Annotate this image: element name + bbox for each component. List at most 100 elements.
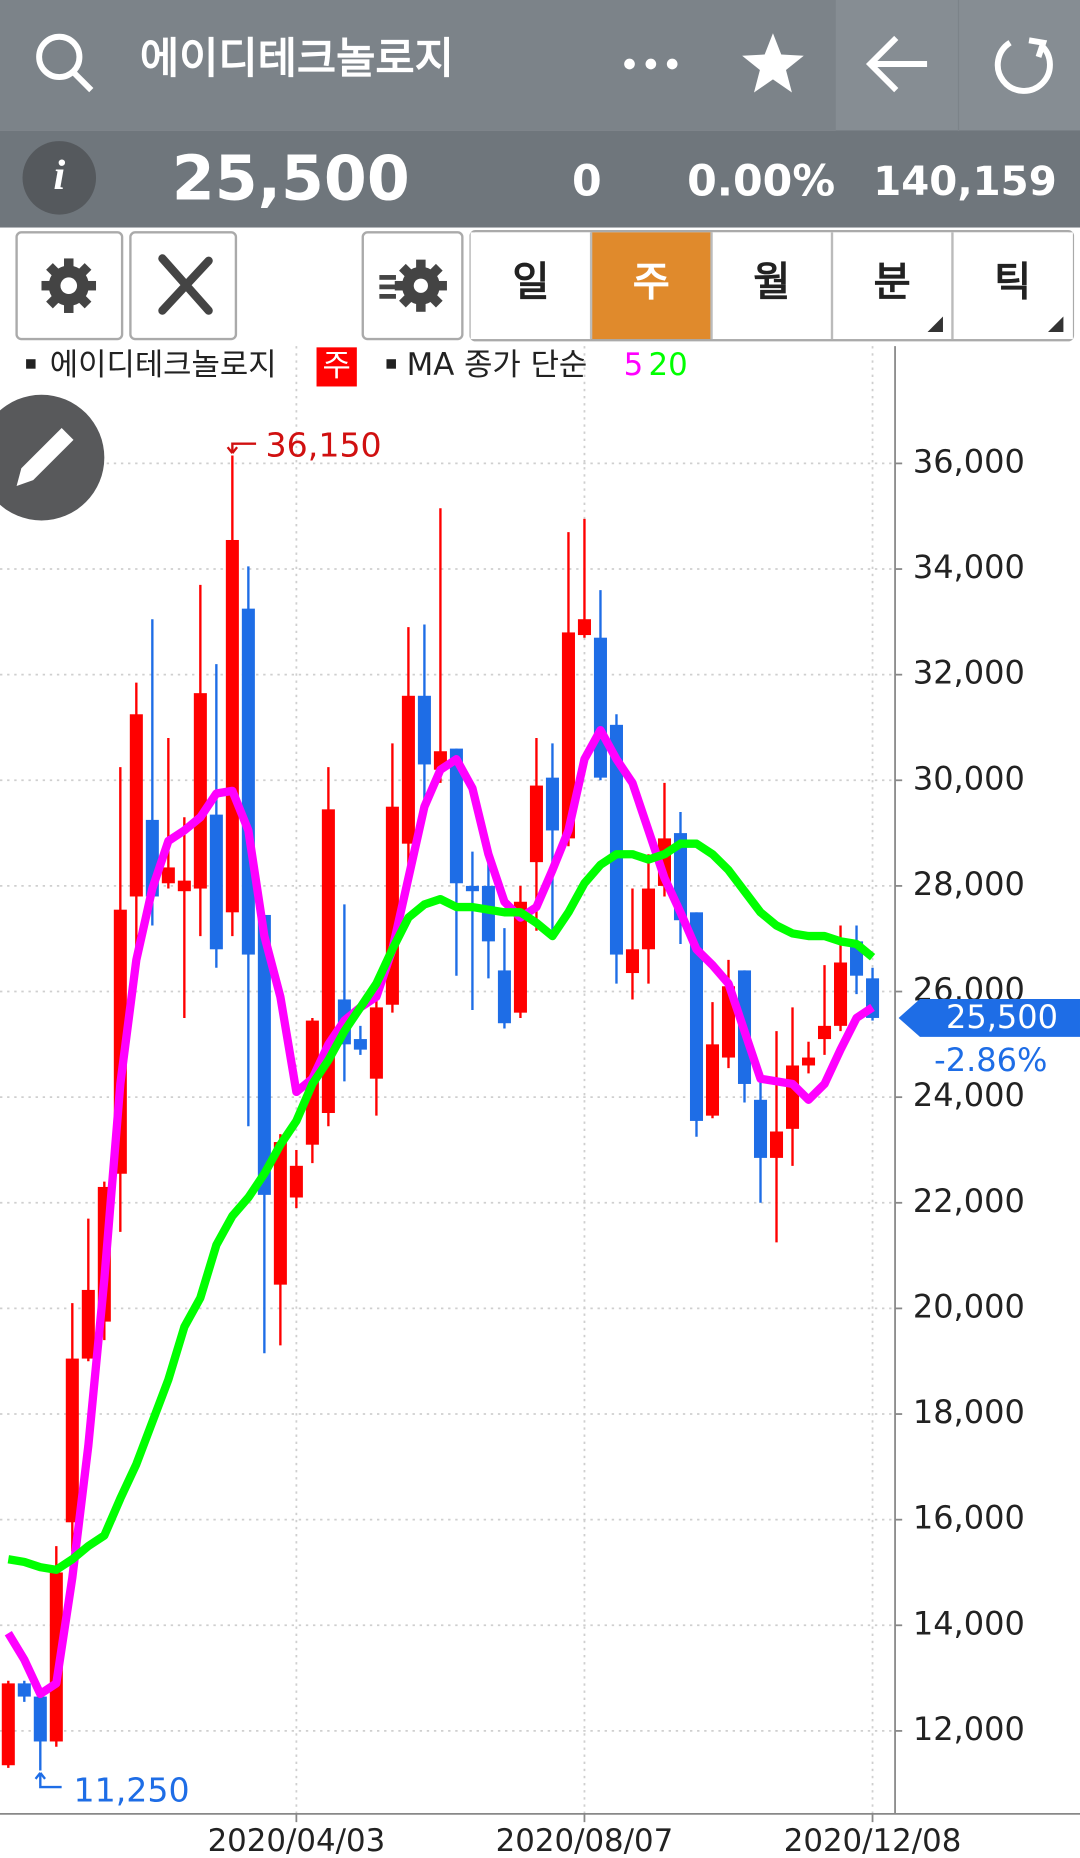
legend-ma20: 20 <box>648 347 687 383</box>
y-tick-label: 34,000 <box>913 548 1025 586</box>
y-tick-label: 16,000 <box>913 1499 1025 1537</box>
candle-body <box>561 632 575 839</box>
candle-body <box>609 724 623 955</box>
y-tick-label: 12,000 <box>913 1710 1025 1748</box>
candle-body <box>65 1358 79 1523</box>
candle-body <box>417 695 431 765</box>
y-tick-label: 14,000 <box>913 1604 1025 1642</box>
change-label: -2.86% <box>934 1041 1047 1079</box>
tab-label: 월 <box>753 259 790 306</box>
last-price-label: 25,500 <box>946 998 1058 1036</box>
legend-ma-label: MA 종가 단순 <box>407 347 588 383</box>
stock-title: 에이디테크놀로지 <box>140 34 454 84</box>
candle-body <box>545 777 559 831</box>
candle-body <box>177 880 191 892</box>
chart-config-icon <box>379 259 447 312</box>
candle-body <box>689 912 704 1121</box>
min-label: 11,250 <box>74 1770 190 1809</box>
candle-body <box>785 1065 800 1129</box>
y-tick-label: 32,000 <box>913 654 1025 692</box>
candle-body <box>641 888 655 950</box>
candle-body <box>769 1131 784 1158</box>
y-tick-label: 28,000 <box>913 865 1025 903</box>
period-tag: 주 <box>323 348 351 384</box>
max-marker <box>226 442 257 454</box>
candle-body <box>193 693 207 889</box>
candle-body <box>497 970 511 1024</box>
candle-body <box>625 949 639 974</box>
candle-body <box>225 539 239 913</box>
candle-body <box>369 1007 383 1079</box>
info-button[interactable] <box>22 141 97 215</box>
x-tick-label: 2020/08/07 <box>496 1823 674 1858</box>
draw-button[interactable] <box>0 394 105 521</box>
candle-body <box>529 785 543 863</box>
tab[interactable] <box>711 232 832 340</box>
candle-body <box>241 608 255 955</box>
tab[interactable] <box>470 232 592 340</box>
candle-body <box>593 637 607 778</box>
tab-label: 분 <box>874 259 911 306</box>
y-tick-label: 24,000 <box>913 1076 1025 1114</box>
change-pct: 0.00% <box>687 156 835 206</box>
ma-line <box>7 839 876 1574</box>
tab[interactable] <box>952 232 1073 340</box>
legend-bullet <box>26 359 36 369</box>
quote-bar <box>0 130 1080 228</box>
tab-label: 일 <box>512 259 549 306</box>
last-price-tag <box>898 998 1080 1037</box>
volume: 140,159 <box>873 158 1057 205</box>
tab[interactable] <box>831 232 953 340</box>
candle-body <box>209 814 223 950</box>
candle-body <box>577 619 591 636</box>
tab-label: 틱 <box>994 259 1031 306</box>
candle-body <box>17 1683 31 1697</box>
tab[interactable] <box>591 232 712 340</box>
candle-body <box>289 1165 303 1198</box>
candle-body <box>705 1044 720 1116</box>
tab-corner <box>927 316 943 332</box>
settings-icon <box>41 258 97 313</box>
candle-body <box>129 714 143 897</box>
y-tick-label: 18,000 <box>913 1393 1025 1431</box>
candle-body <box>753 1099 768 1158</box>
candle-body <box>33 1696 47 1742</box>
x-tick-label: 2020/04/03 <box>208 1823 386 1858</box>
tools-icon <box>158 254 213 315</box>
legend-ma5: 5 <box>624 347 644 383</box>
candle-body <box>273 1142 287 1285</box>
back-icon <box>865 35 928 93</box>
refresh-button[interactable] <box>959 0 1080 131</box>
legend-bullet <box>386 359 396 369</box>
favorite-icon[interactable] <box>742 33 804 93</box>
candle-body <box>801 1057 816 1066</box>
candle-body <box>834 962 848 1026</box>
y-tick-label: 20,000 <box>913 1287 1025 1325</box>
y-tick-label: 22,000 <box>913 1182 1025 1220</box>
tab-label: 주 <box>633 259 670 306</box>
more-icon[interactable] <box>624 58 678 70</box>
ma-line <box>4 725 875 1699</box>
candle-body <box>401 695 415 844</box>
candle-body <box>513 901 527 1013</box>
candle-body <box>465 885 479 892</box>
x-tick-label: 2020/12/08 <box>784 1823 962 1858</box>
candle-body <box>449 748 463 884</box>
legend-series: 에이디테크놀로지 <box>50 347 277 383</box>
candle-body <box>353 1039 367 1050</box>
period-tag-box <box>316 347 357 387</box>
min-marker <box>34 1772 62 1789</box>
refresh-icon <box>994 37 1053 94</box>
search-icon[interactable] <box>36 33 94 93</box>
candle-body <box>161 867 175 884</box>
candle-body <box>1 1683 15 1766</box>
y-tick-label: 36,000 <box>913 442 1025 480</box>
candle-body <box>818 1025 832 1040</box>
max-label: 36,150 <box>266 426 382 465</box>
candle-body <box>81 1289 95 1359</box>
change: 0 <box>572 156 602 206</box>
price: 25,500 <box>172 143 410 215</box>
